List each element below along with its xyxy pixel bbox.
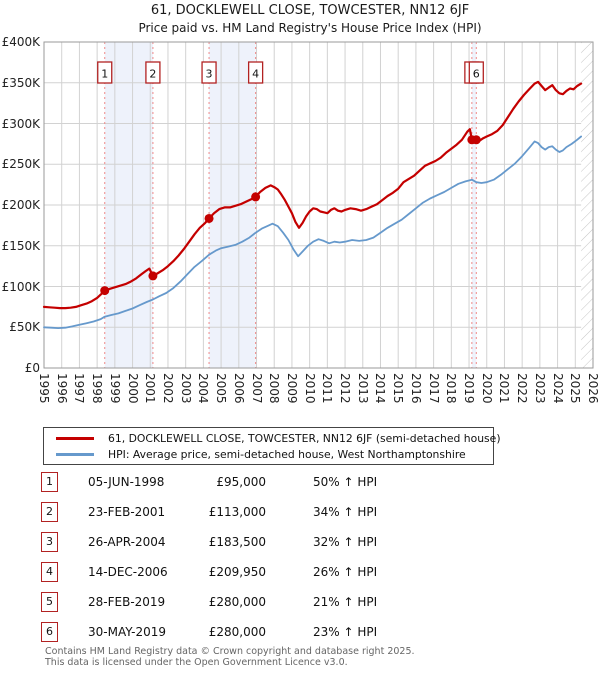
- sale-date: 30-MAY-2019: [88, 625, 167, 639]
- x-tick-label: 2022: [515, 373, 530, 404]
- table-row: 4 14-DEC-2006 £209,950 26% ↑ HPI: [0, 562, 600, 582]
- future-hatch-region: [581, 42, 593, 368]
- svg-text:4: 4: [252, 68, 259, 81]
- price-lines: [42, 80, 583, 330]
- x-tick-label: 2008: [267, 373, 282, 404]
- x-tick-label: 2021: [497, 373, 512, 404]
- plot-frame: [43, 41, 594, 369]
- x-tick-label: 2017: [426, 373, 441, 404]
- sale-date: 23-FEB-2001: [88, 505, 166, 519]
- x-tick-label: 2014: [373, 373, 388, 404]
- sale-date: 28-FEB-2019: [88, 595, 166, 609]
- footer-licence: This data is licensed under the Open Gov…: [45, 657, 348, 668]
- table-row: 3 26-APR-2004 £183,500 32% ↑ HPI: [0, 532, 600, 552]
- x-tick-label: 2013: [355, 373, 370, 404]
- sale-date: 26-APR-2004: [88, 535, 166, 549]
- chart-legend: 61, DOCKLEWELL CLOSE, TOWCESTER, NN12 6J…: [43, 427, 501, 465]
- sale-price: £183,500: [208, 535, 266, 549]
- table-row: 5 28-FEB-2019 £280,000 21% ↑ HPI: [0, 592, 600, 612]
- sale-price: £95,000: [216, 475, 266, 489]
- legend-item-hpi: HPI: Average price, semi-detached house,…: [44, 446, 466, 462]
- table-row: 2 23-FEB-2001 £113,000 34% ↑ HPI: [0, 502, 600, 522]
- x-tick-label: 2023: [532, 373, 547, 404]
- x-tick-label: 1997: [72, 373, 87, 404]
- svg-text:6: 6: [473, 68, 480, 81]
- sale-price: £280,000: [208, 625, 266, 639]
- y-tick-label: £200K: [1, 198, 40, 212]
- x-tick-label: 2009: [284, 373, 299, 404]
- x-tick-label: 2000: [125, 373, 140, 404]
- x-tick-label: 2001: [143, 373, 158, 404]
- x-tick-label: 1998: [90, 373, 105, 404]
- x-tick-label: 2007: [249, 373, 264, 404]
- footer-copyright: Contains HM Land Registry data © Crown c…: [45, 646, 415, 657]
- legend-label-hpi: HPI: Average price, semi-detached house,…: [108, 447, 466, 461]
- x-tick-label: 2006: [231, 373, 246, 404]
- legend-item-property: 61, DOCKLEWELL CLOSE, TOWCESTER, NN12 6J…: [44, 430, 501, 446]
- sale-price: £209,950: [208, 565, 266, 579]
- table-row: 6 30-MAY-2019 £280,000 23% ↑ HPI: [0, 622, 600, 642]
- x-tick-label: 2005: [214, 373, 229, 404]
- sale-price: £280,000: [208, 595, 266, 609]
- y-tick-label: £250K: [1, 157, 40, 172]
- x-tick-label: 2018: [444, 373, 459, 404]
- sale-vs-hpi: 21% ↑ HPI: [313, 595, 378, 609]
- svg-text:3: 3: [206, 68, 213, 81]
- property-line-swatch: [56, 436, 94, 440]
- sale-number-badge: 5: [41, 592, 58, 612]
- sale-number-boxes: 123456: [97, 61, 484, 84]
- price-chart: 123456: [42, 41, 594, 369]
- x-tick-label: 2010: [302, 373, 317, 404]
- x-tick-label: 2003: [178, 373, 193, 404]
- x-tick-label: 2026: [586, 373, 600, 404]
- x-tick-label: 1995: [37, 373, 51, 404]
- y-tick-label: £150K: [1, 238, 40, 253]
- x-tick-label: 1996: [54, 373, 69, 404]
- x-tick-label: 2024: [550, 373, 565, 404]
- table-row: 1 05-JUN-1998 £95,000 50% ↑ HPI: [0, 472, 600, 492]
- sale-date: 05-JUN-1998: [88, 475, 165, 489]
- y-tick-label: £350K: [1, 75, 40, 90]
- x-tick-label: 2019: [462, 373, 477, 404]
- sale-number-badge: 2: [41, 502, 58, 522]
- legend-label-property: 61, DOCKLEWELL CLOSE, TOWCESTER, NN12 6J…: [108, 431, 501, 445]
- sale-vs-hpi: 26% ↑ HPI: [313, 565, 378, 579]
- y-tick-label: £50K: [9, 320, 40, 335]
- sale-date: 14-DEC-2006: [88, 565, 168, 579]
- x-tick-label: 2015: [391, 373, 406, 404]
- sale-vs-hpi: 32% ↑ HPI: [313, 535, 378, 549]
- sale-markers: [100, 135, 481, 296]
- x-tick-label: 2004: [196, 373, 211, 404]
- y-tick-label: £300K: [1, 116, 40, 131]
- x-tick-label: 2020: [479, 373, 494, 404]
- y-tick-label: £400K: [1, 35, 40, 49]
- x-tick-label: 2025: [568, 373, 583, 404]
- y-tick-label: £0: [24, 361, 40, 375]
- y-tick-label: £100K: [1, 279, 40, 294]
- sale-vs-hpi: 34% ↑ HPI: [313, 505, 378, 519]
- sale-vs-hpi: 23% ↑ HPI: [313, 625, 378, 639]
- sale-vs-hpi: 50% ↑ HPI: [313, 475, 378, 489]
- x-tick-label: 1999: [107, 373, 122, 404]
- page-title: 61, DOCKLEWELL CLOSE, TOWCESTER, NN12 6J…: [150, 3, 470, 18]
- x-tick-label: 2002: [160, 373, 175, 404]
- x-tick-label: 2012: [338, 373, 353, 404]
- sale-number-badge: 4: [41, 562, 58, 582]
- sale-number-badge: 1: [41, 472, 58, 492]
- sale-price: £113,000: [208, 505, 266, 519]
- x-tick-label: 2016: [408, 373, 423, 404]
- svg-text:1: 1: [101, 68, 108, 81]
- hpi-line-swatch: [56, 452, 94, 456]
- sale-date-lines: [104, 42, 477, 368]
- sale-number-badge: 3: [41, 532, 58, 552]
- sale-number-badge: 6: [41, 622, 58, 642]
- x-tick-label: 2011: [320, 373, 335, 404]
- svg-text:2: 2: [149, 68, 156, 81]
- page-subtitle: Price paid vs. HM Land Registry's House …: [138, 21, 482, 35]
